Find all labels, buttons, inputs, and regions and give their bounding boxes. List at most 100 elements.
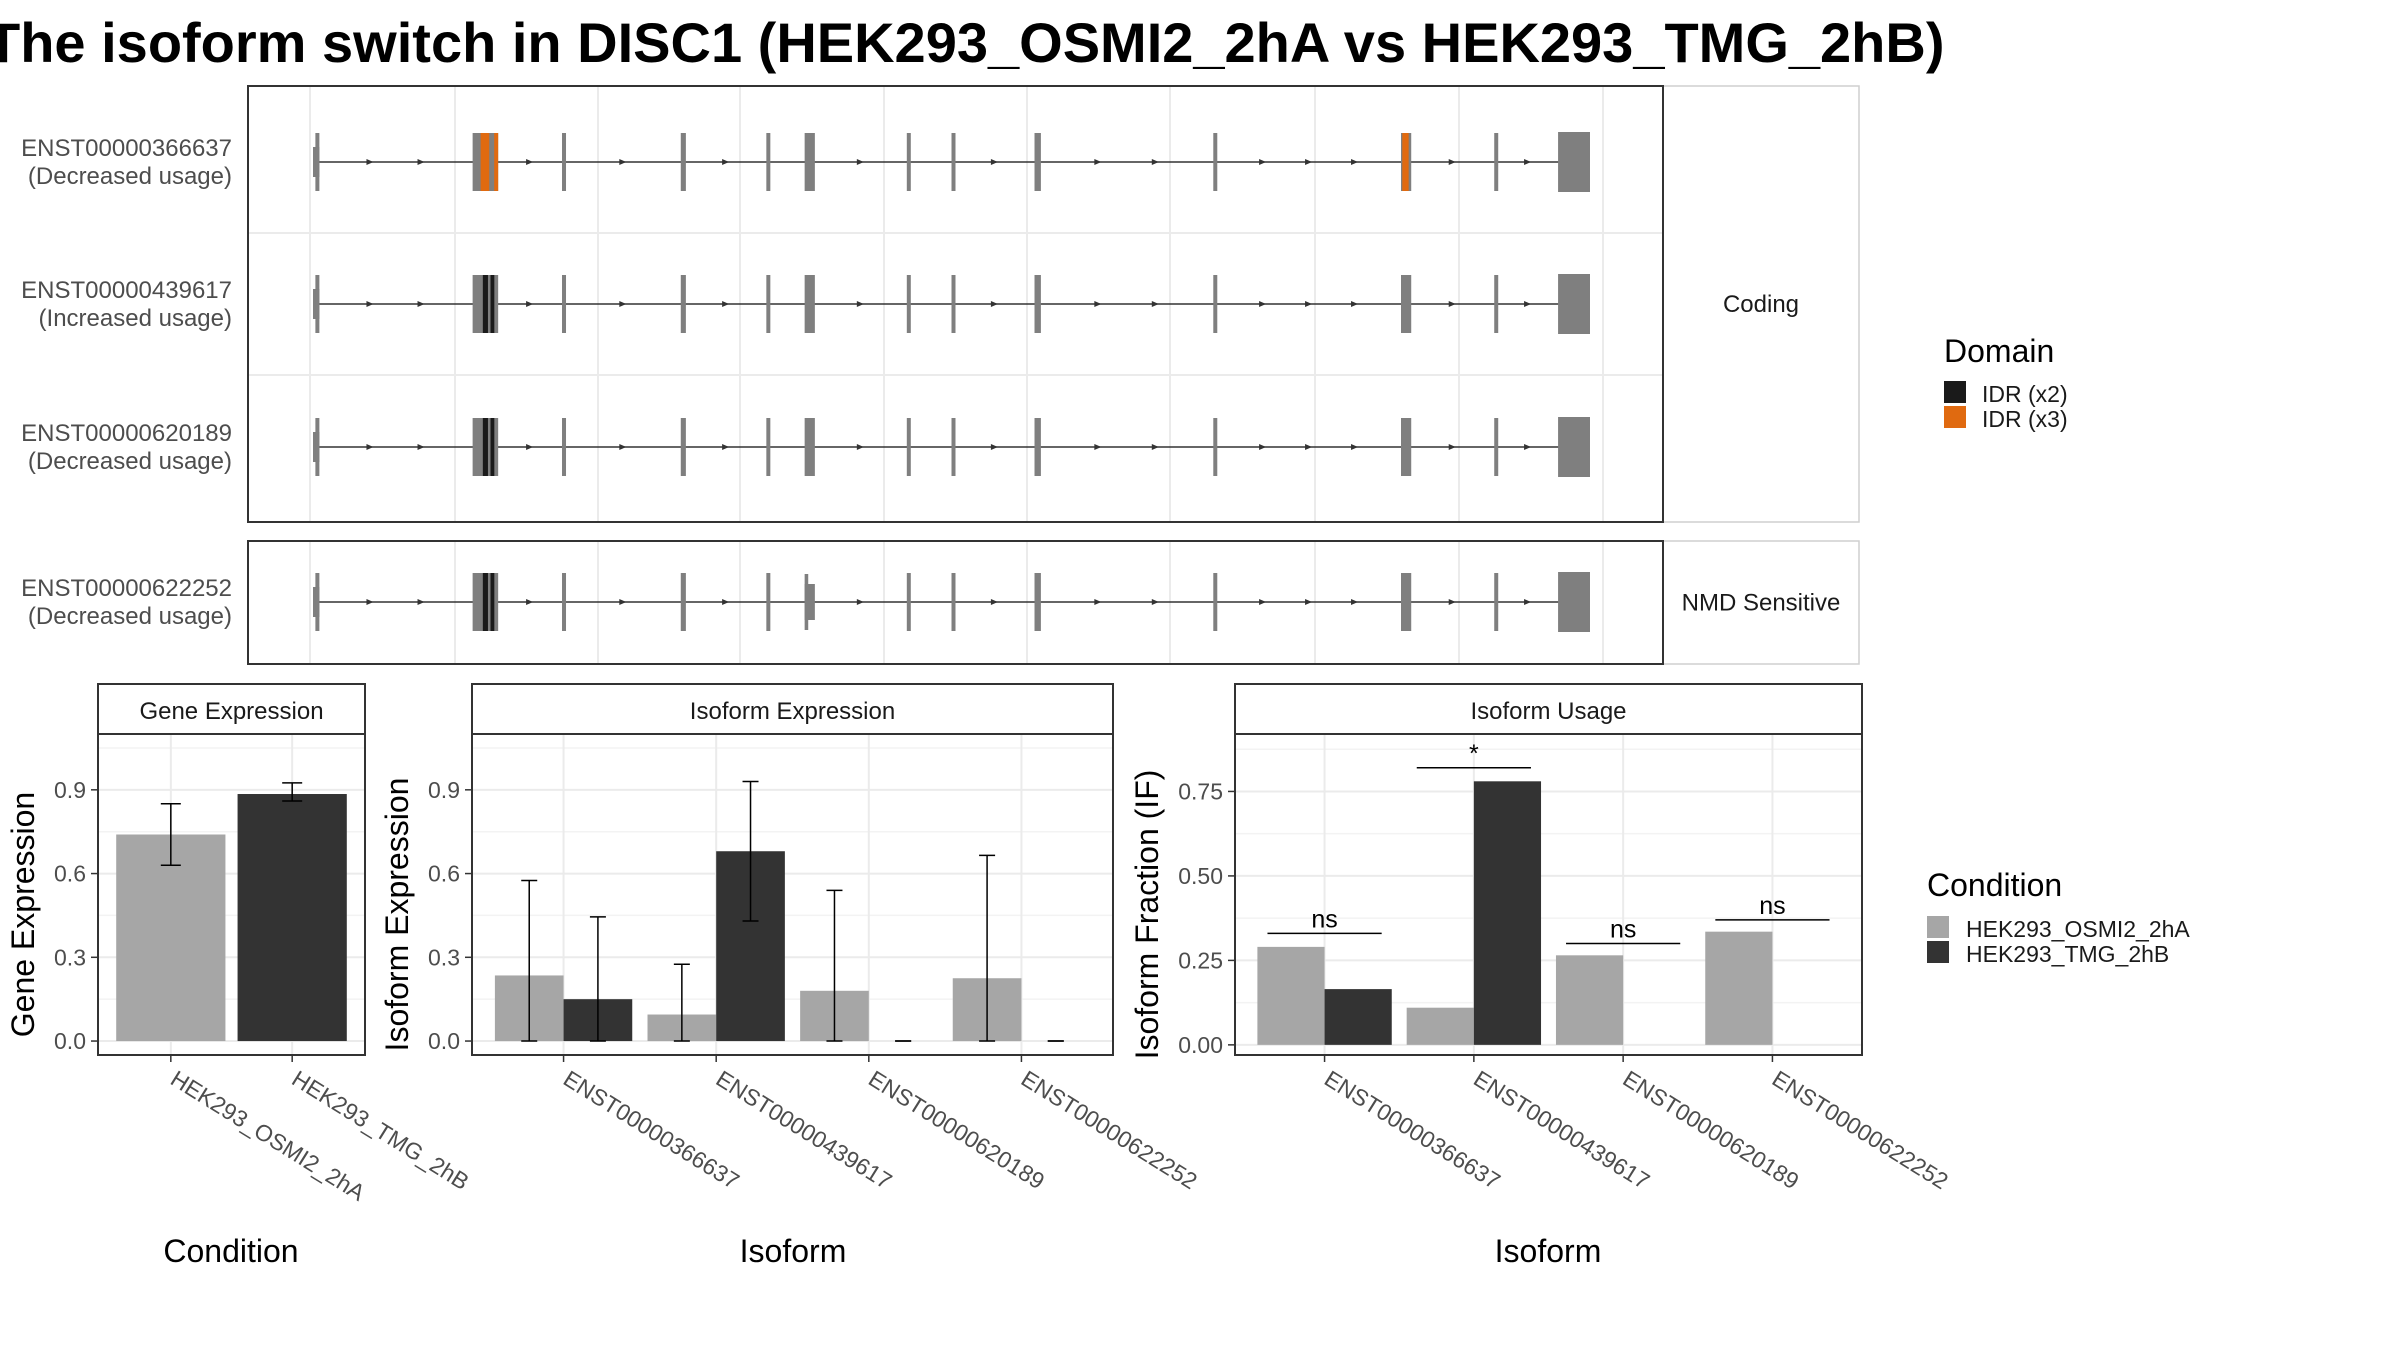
x-axis-title: Condition [163,1233,298,1269]
bar [1473,781,1542,1045]
y-tick-label: 0.50 [1178,863,1223,889]
domain-idr_x3 [494,133,499,191]
facet-strip-label: Isoform Usage [1470,698,1626,725]
intron-arrow [417,444,425,450]
bar [116,834,226,1042]
transcript-usage: (Decreased usage) [28,603,232,630]
domain-idr_x3 [480,133,485,191]
x-axis-title: Isoform [1495,1233,1602,1269]
intron-arrow [1094,444,1102,450]
transcript-row: ENST00000620189(Decreased usage) [21,417,1590,477]
exon [1558,572,1590,632]
intron-arrow [366,159,374,165]
intron-arrow [1151,301,1159,307]
intron-arrow [1524,301,1532,307]
exon [1034,573,1041,631]
intron-arrow [619,159,627,165]
x-tick-label: HEK293_OSMI2_2hA [166,1065,370,1206]
exon [804,584,815,620]
exon [1558,417,1590,477]
y-tick-label: 0.6 [428,861,460,887]
facet-strip-label: Coding [1723,291,1799,318]
facet-strip [471,683,1114,735]
exon [1494,275,1499,333]
significance-label: * [1469,740,1479,768]
condition-legend-swatch [1927,941,1949,963]
bar [1257,946,1325,1045]
exon [562,418,567,476]
intron-arrow [417,301,425,307]
domain-idr_x3 [482,133,490,191]
exon [680,418,686,476]
bar [237,794,347,1042]
exon [906,573,911,631]
intron-arrow [990,159,998,165]
domain-idr_x2 [490,418,495,476]
intron-arrow [1524,159,1532,165]
bar-chart-1: Isoform Expression0.00.30.60.9ENST000003… [379,683,1202,1269]
panel-border [1234,733,1863,1056]
exon [766,275,771,333]
intron-arrow [1351,159,1359,165]
intron-arrow [526,301,534,307]
y-tick-label: 0.00 [1178,1032,1223,1058]
exon [906,418,911,476]
intron-arrow [1151,444,1159,450]
intron-arrow [526,599,534,605]
intron-arrow [1351,301,1359,307]
exon [951,573,956,631]
transcript-id: ENST00000366637 [21,135,232,162]
transcript-row: ENST00000366637(Decreased usage) [21,132,1590,192]
exon [804,133,815,191]
intron-arrow [1448,599,1456,605]
intron-arrow [1094,599,1102,605]
intron-arrow [722,301,730,307]
y-tick-label: 0.6 [54,861,86,887]
exon [680,573,686,631]
exon [562,275,567,333]
bar [1324,989,1392,1045]
bar [1705,931,1773,1045]
facet-strip [1234,683,1863,735]
intron-arrow [722,159,730,165]
exon [1494,133,1499,191]
exon [680,275,686,333]
intron-arrow [1351,599,1359,605]
panel-border [247,85,1664,523]
y-tick-label: 0.0 [54,1028,86,1054]
bar-charts: Gene Expression 0.0 0.3 0.6 0.9 HEK293_OSMI2_… [5,683,1953,1269]
exon [766,133,771,191]
exon [804,418,815,476]
panel-border [247,540,1664,665]
chart-title: The isoform switch in DISC1 (HEK293_OSMI… [0,11,1945,74]
exon [1213,275,1218,333]
condition-legend-swatch [1927,916,1949,938]
panel-border [471,733,1114,1056]
exon [1558,132,1590,192]
bar-chart-2: Isoform Usage0.000.250.500.75nsENST00000… [1129,683,1953,1269]
domain-legend-swatch [1944,381,1966,403]
exon [766,573,771,631]
exon [951,418,956,476]
intron-arrow [856,599,864,605]
exon [1401,418,1412,476]
exon [315,275,320,333]
intron-arrow [1151,599,1159,605]
y-tick-label: 0.3 [54,944,86,970]
intron-arrow [1094,301,1102,307]
exon [1494,573,1499,631]
domain-idr_x2 [482,418,488,476]
transcript-row: ENST00000622252(Decreased usage) [21,572,1590,632]
transcript-usage: (Decreased usage) [28,163,232,190]
intron-arrow [1305,301,1313,307]
exon [1213,133,1218,191]
y-tick-label: 0.0 [428,1028,460,1054]
domain-idr_x2 [490,573,495,631]
y-tick-label: 0.25 [1178,947,1223,973]
intron-arrow [1305,599,1313,605]
exon [562,133,567,191]
intron-arrow [1305,159,1313,165]
exon [951,275,956,333]
